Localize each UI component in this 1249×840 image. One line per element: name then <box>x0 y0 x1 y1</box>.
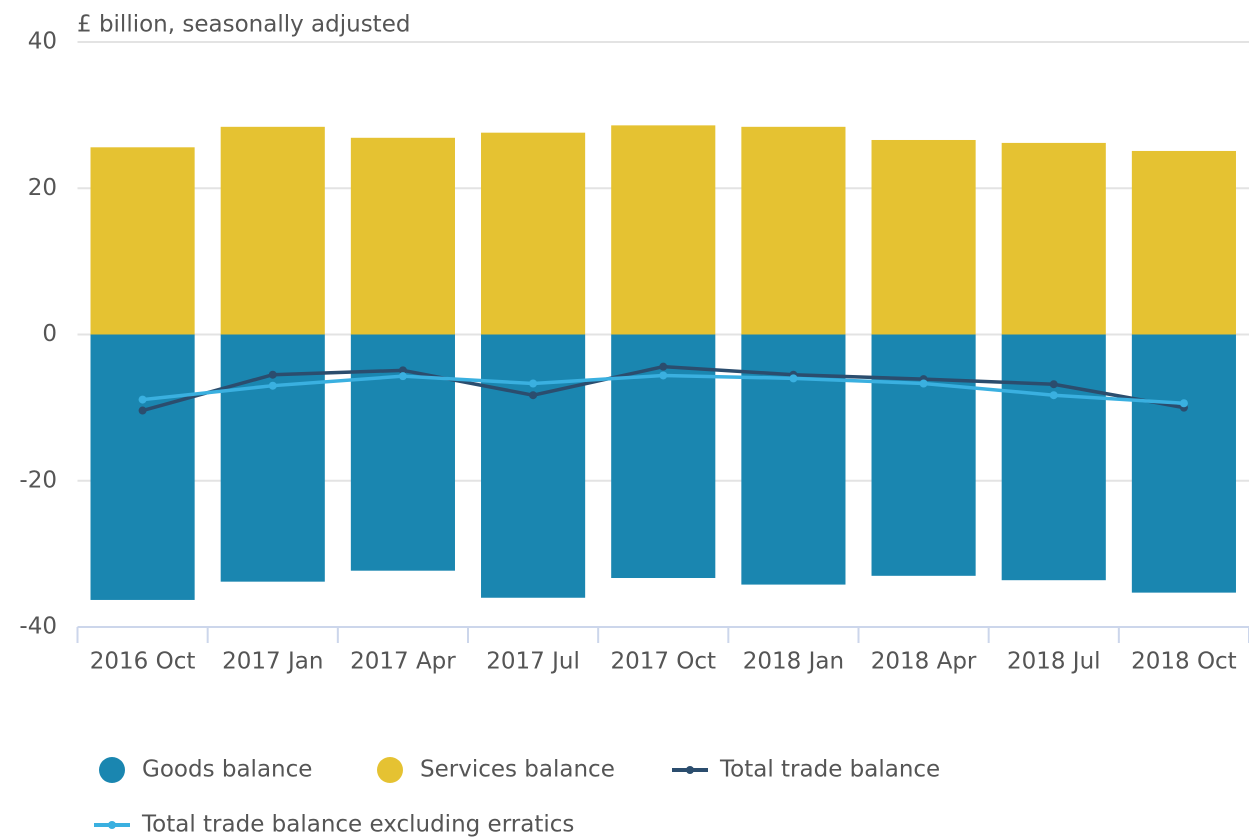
bar <box>871 334 976 576</box>
bar <box>481 132 586 335</box>
line-point <box>398 366 407 375</box>
bar <box>220 126 325 335</box>
bar <box>871 139 976 335</box>
legend-swatch <box>377 757 403 783</box>
y-tick-label: -40 <box>19 614 57 640</box>
line-point <box>398 372 407 381</box>
legend-label: Goods balance <box>142 757 312 783</box>
x-tick-label: 2018 Oct <box>1131 649 1237 675</box>
line-point <box>659 362 668 371</box>
bar <box>611 125 716 335</box>
x-tick-label: 2018 Apr <box>871 649 977 675</box>
legend-swatch <box>686 766 694 774</box>
line-point <box>138 406 147 415</box>
bar <box>90 334 195 600</box>
line-point <box>1049 380 1058 389</box>
x-tick-label: 2018 Jul <box>1007 649 1101 675</box>
bar <box>741 126 846 335</box>
x-tick-label: 2017 Jul <box>486 649 580 675</box>
line-point <box>1179 399 1188 408</box>
x-tick-label: 2017 Apr <box>350 649 456 675</box>
bar <box>1131 150 1236 335</box>
legend-label: Services balance <box>420 757 615 783</box>
y-tick-label: 20 <box>28 175 57 201</box>
line-point <box>529 391 538 400</box>
line-point <box>919 379 928 388</box>
y-axis-label: £ billion, seasonally adjusted <box>77 12 410 38</box>
bar <box>350 137 455 335</box>
line-point <box>789 374 798 383</box>
line-point <box>1049 391 1058 400</box>
legend-label: Total trade balance <box>719 757 940 783</box>
x-tick-label: 2018 Jan <box>743 649 844 675</box>
line-point <box>659 371 668 380</box>
line-point <box>268 370 277 379</box>
line-point <box>138 395 147 404</box>
y-tick-label: 40 <box>28 29 57 55</box>
x-tick-label: 2017 Oct <box>610 649 716 675</box>
x-tick-label: 2016 Oct <box>90 649 196 675</box>
legend-swatch <box>108 821 116 829</box>
bar <box>1131 334 1236 593</box>
x-tick-label: 2017 Jan <box>222 649 323 675</box>
line-point <box>529 379 538 388</box>
bar <box>481 334 586 598</box>
legend-label: Total trade balance excluding erratics <box>141 812 574 838</box>
y-tick-label: 0 <box>42 321 57 347</box>
line-point <box>268 381 277 390</box>
bar <box>611 334 716 579</box>
bar <box>90 147 195 335</box>
bar <box>1001 142 1106 335</box>
bar <box>1001 334 1106 581</box>
legend-swatch <box>99 757 125 783</box>
y-tick-label: -20 <box>19 467 57 493</box>
